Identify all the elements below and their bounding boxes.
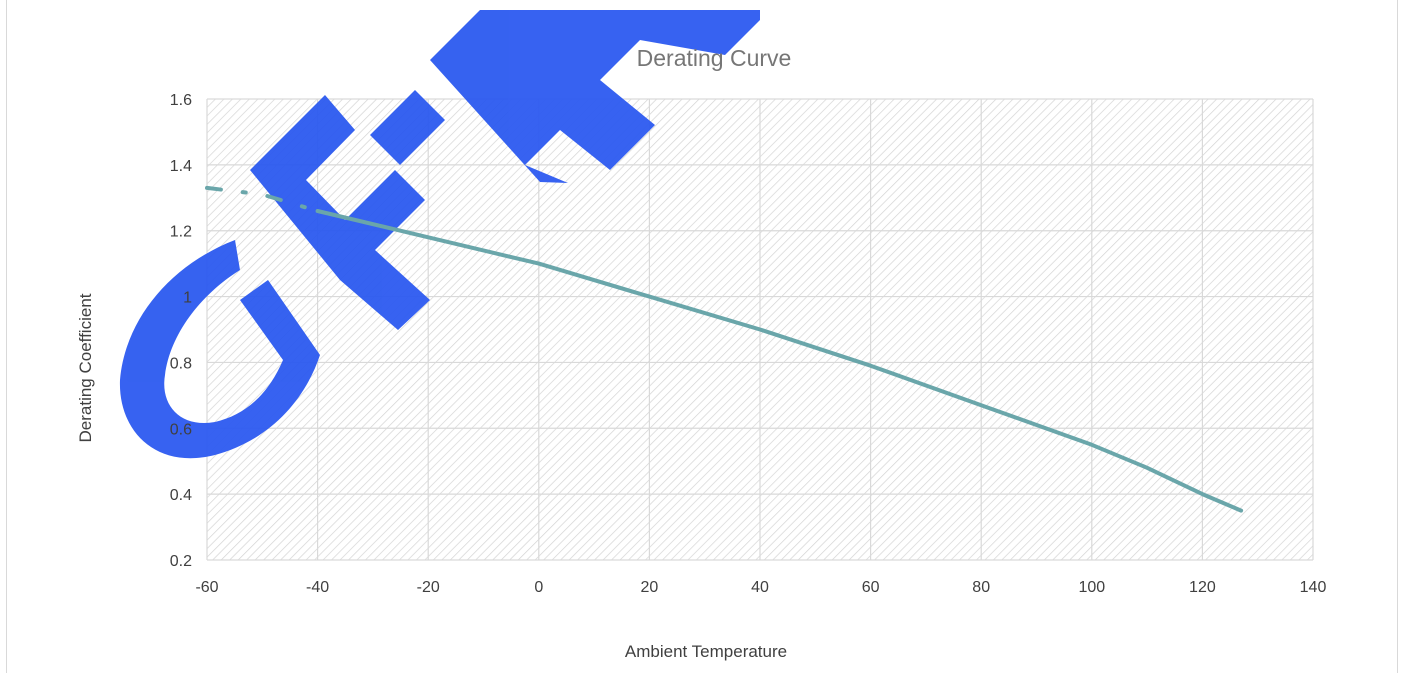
y-tick-label: 1 — [183, 290, 192, 307]
y-tick-label: 1.2 — [170, 224, 192, 241]
y-tick-label: 1.6 — [170, 92, 192, 109]
watermark-letter-f-bar — [370, 90, 445, 165]
series-layer — [205, 185, 1244, 513]
chart-frame — [6, 0, 1398, 673]
x-tick-label: 0 — [534, 579, 543, 596]
y-tick-label: 0.8 — [170, 355, 192, 372]
x-axis-title: Ambient Temperature — [625, 642, 787, 661]
x-tick-labels: -60 -40 -20 0 20 40 60 80 100 120 140 — [195, 579, 1326, 596]
x-tick-label: -40 — [306, 579, 329, 596]
x-tick-label: 140 — [1300, 579, 1327, 596]
watermark-letter-f — [250, 95, 430, 330]
y-tick-label: 0.2 — [170, 553, 192, 570]
watermark-letter-e — [430, 10, 760, 183]
x-tick-label: 120 — [1189, 579, 1216, 596]
chart-title: Derating Curve — [637, 45, 792, 71]
y-axis-title: Derating Coefficient — [76, 293, 95, 442]
y-tick-label: 1.4 — [170, 158, 192, 175]
watermark-letter-g — [119, 240, 320, 459]
y-tick-labels: 0.2 0.4 0.6 0.8 1 1.2 1.4 1.6 — [170, 92, 192, 570]
x-tick-label: 60 — [862, 579, 880, 596]
y-tick-label: 0.6 — [170, 421, 192, 438]
x-tick-label: 100 — [1078, 579, 1105, 596]
x-tick-label: 80 — [972, 579, 990, 596]
watermark-logo — [119, 10, 760, 459]
y-tick-label: 0.4 — [170, 487, 192, 504]
x-tick-label: 20 — [641, 579, 659, 596]
grid-lines — [206, 98, 1314, 561]
x-tick-label: 40 — [751, 579, 769, 596]
x-tick-label: -20 — [417, 579, 440, 596]
x-tick-label: -60 — [195, 579, 218, 596]
